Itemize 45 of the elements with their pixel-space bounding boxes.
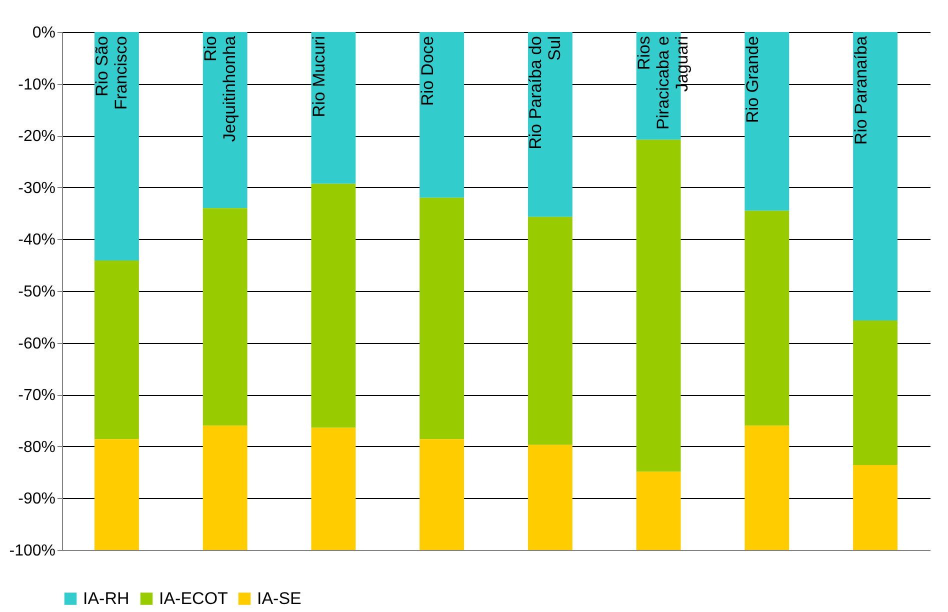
bar <box>94 439 139 550</box>
bar <box>311 428 356 550</box>
bar <box>528 216 572 445</box>
y-tick-label: -70% <box>18 387 56 404</box>
bar <box>744 426 790 550</box>
legend-label: IA-SE <box>257 588 302 608</box>
bar <box>744 210 790 426</box>
bar <box>636 472 681 550</box>
x-tick-label: Rio Doce <box>418 36 437 106</box>
y-tick-label: -20% <box>18 128 56 146</box>
legend-label: IA-ECOT <box>159 588 228 608</box>
y-tick-label: -100% <box>9 542 56 560</box>
bar <box>311 32 356 184</box>
y-tick-label: -30% <box>18 180 56 197</box>
bar <box>636 140 681 472</box>
y-tick-label: -40% <box>18 232 56 249</box>
y-tick-label: -10% <box>18 76 56 94</box>
bar <box>420 439 464 550</box>
bar <box>420 198 464 440</box>
bar <box>853 465 898 550</box>
x-tick-label: Rio Jequitinhonha <box>201 35 240 142</box>
x-tick-label: Rio Paraíba do Sul <box>526 36 564 150</box>
bar <box>202 32 248 208</box>
bar <box>853 320 898 466</box>
x-tick-label: Rio Paranaíba <box>851 35 870 145</box>
bar <box>853 32 898 321</box>
bar <box>202 426 248 550</box>
y-tick-label: -90% <box>18 490 56 508</box>
x-tick-label: Rio Mucuri <box>309 36 328 118</box>
bar <box>528 444 572 550</box>
bar <box>744 32 790 211</box>
bar <box>202 208 248 426</box>
bar <box>311 184 356 428</box>
y-tick-label: -80% <box>18 438 56 456</box>
bar <box>420 32 464 198</box>
x-tick-label: Rios Piracicaba e Jaguari <box>634 36 692 130</box>
x-tick-label: Rio Grande <box>742 36 762 123</box>
y-tick-label: -60% <box>18 335 56 352</box>
legend-label: IA-RH <box>83 588 130 608</box>
bar <box>528 32 572 217</box>
x-tick-label: Rio São Francisco <box>92 36 131 110</box>
y-tick-label: 0% <box>32 24 56 42</box>
y-tick-label: -50% <box>18 284 56 300</box>
bar <box>94 260 139 440</box>
bar <box>94 32 139 260</box>
